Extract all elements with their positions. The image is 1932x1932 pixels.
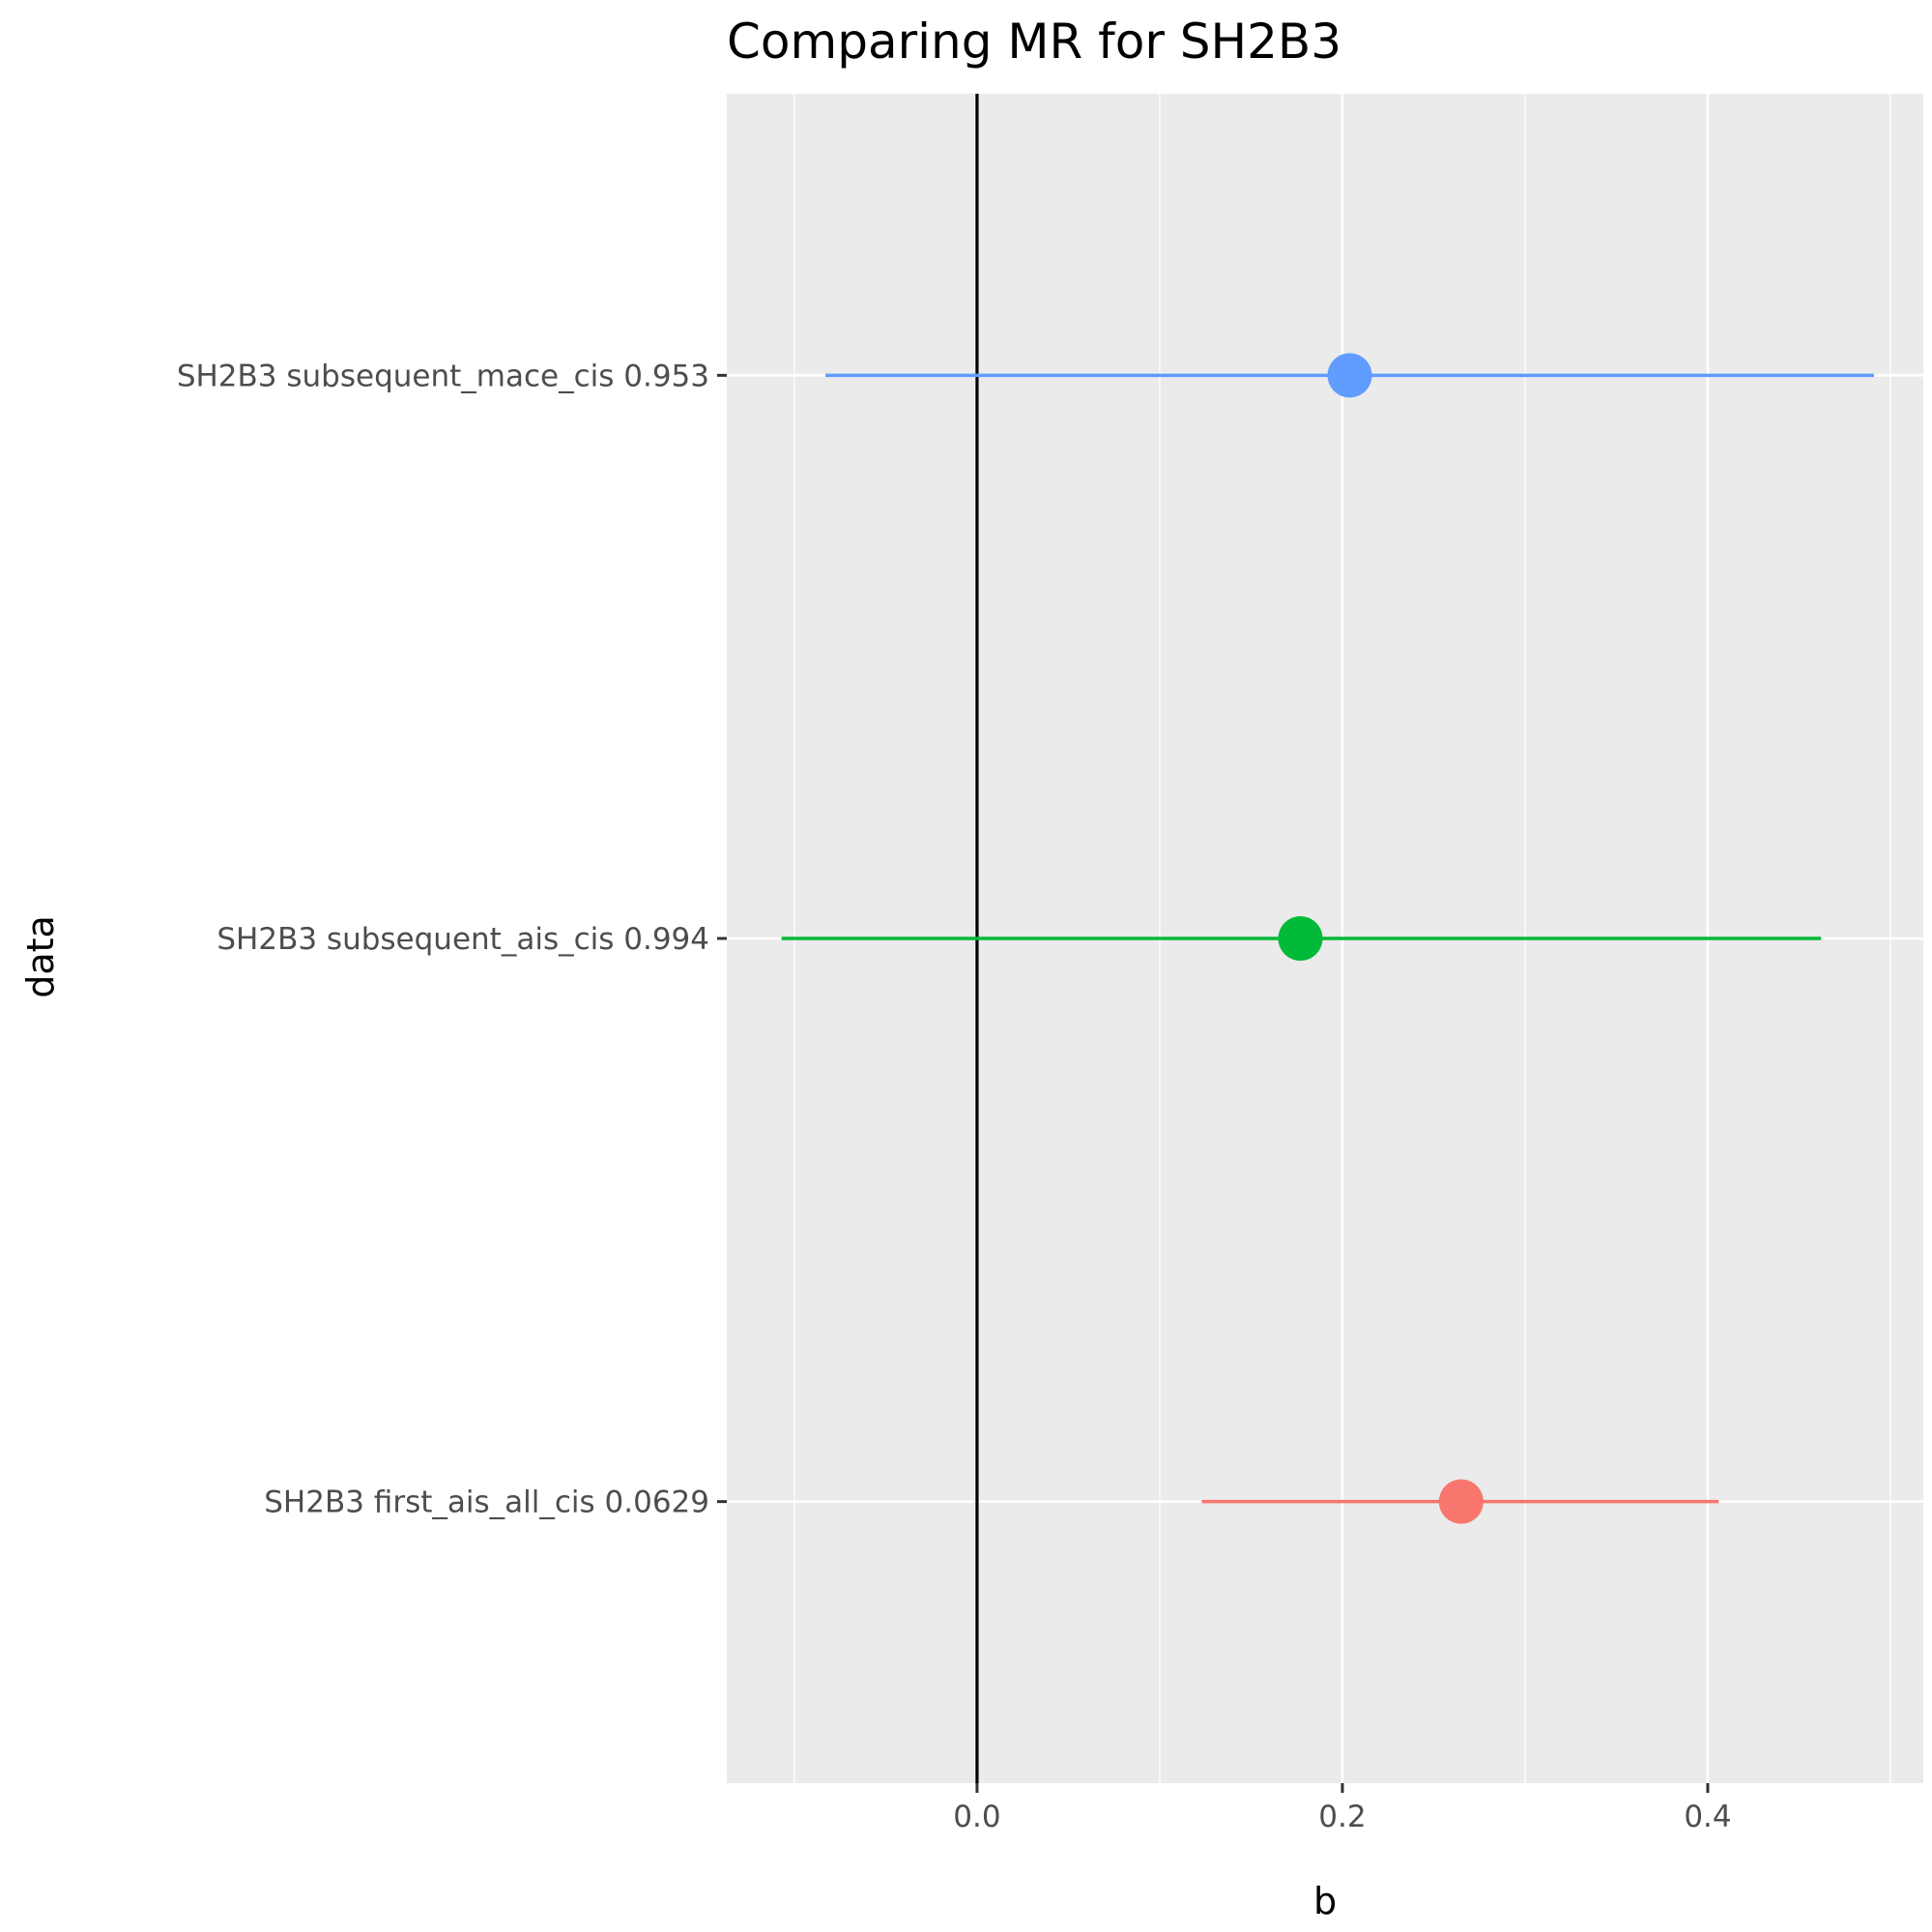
y-tick-label-0: SH2B3 first_ais_all_cis 0.0629 [264,1485,709,1520]
x-tick-label-2: 0.4 [1684,1800,1731,1834]
estimate-point-2 [1328,353,1372,397]
estimate-point-0 [1439,1480,1484,1524]
x-axis: 0.0 0.2 0.4 [953,1783,1731,1834]
y-tick-label-2: SH2B3 subsequent_mace_cis 0.953 [177,359,709,393]
y-axis: SH2B3 first_ais_all_cis 0.0629 SH2B3 subs… [177,359,727,1519]
estimate-point-1 [1278,916,1322,961]
y-tick-label-1: SH2B3 subsequent_ais_cis 0.994 [216,922,709,957]
x-axis-title: b [1313,1880,1337,1922]
chart-title: Comparing MR for SH2B3 [727,14,1341,70]
x-tick-label-0: 0.0 [953,1800,1000,1834]
y-axis-title: data [19,915,62,998]
x-tick-label-1: 0.2 [1318,1800,1366,1834]
